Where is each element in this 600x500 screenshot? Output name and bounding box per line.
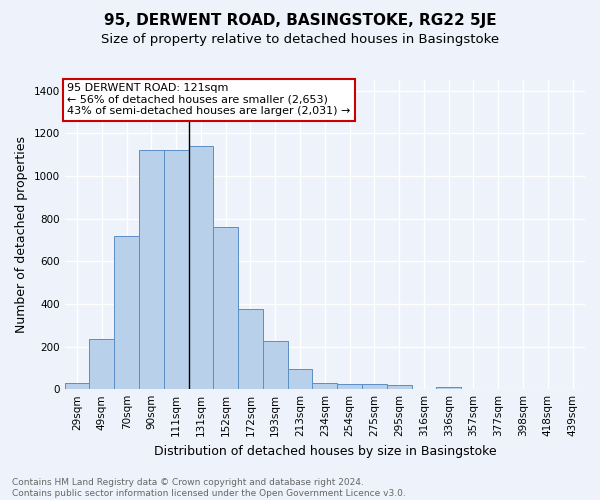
Text: Contains HM Land Registry data © Crown copyright and database right 2024.
Contai: Contains HM Land Registry data © Crown c… xyxy=(12,478,406,498)
Bar xyxy=(436,386,461,389)
Text: 95 DERWENT ROAD: 121sqm
← 56% of detached houses are smaller (2,653)
43% of semi: 95 DERWENT ROAD: 121sqm ← 56% of detache… xyxy=(67,83,350,116)
Bar xyxy=(139,150,164,389)
Bar xyxy=(387,386,412,389)
Bar xyxy=(114,236,139,389)
Bar xyxy=(337,384,362,389)
Bar xyxy=(287,369,313,389)
Text: Size of property relative to detached houses in Basingstoke: Size of property relative to detached ho… xyxy=(101,32,499,46)
Bar xyxy=(164,150,188,389)
Bar xyxy=(238,309,263,389)
Bar xyxy=(89,339,114,389)
Bar xyxy=(65,383,89,389)
X-axis label: Distribution of detached houses by size in Basingstoke: Distribution of detached houses by size … xyxy=(154,444,496,458)
Bar xyxy=(263,341,287,389)
Bar xyxy=(188,146,214,389)
Bar xyxy=(362,384,387,389)
Bar xyxy=(313,383,337,389)
Y-axis label: Number of detached properties: Number of detached properties xyxy=(15,136,28,333)
Bar xyxy=(214,227,238,389)
Text: 95, DERWENT ROAD, BASINGSTOKE, RG22 5JE: 95, DERWENT ROAD, BASINGSTOKE, RG22 5JE xyxy=(104,12,496,28)
